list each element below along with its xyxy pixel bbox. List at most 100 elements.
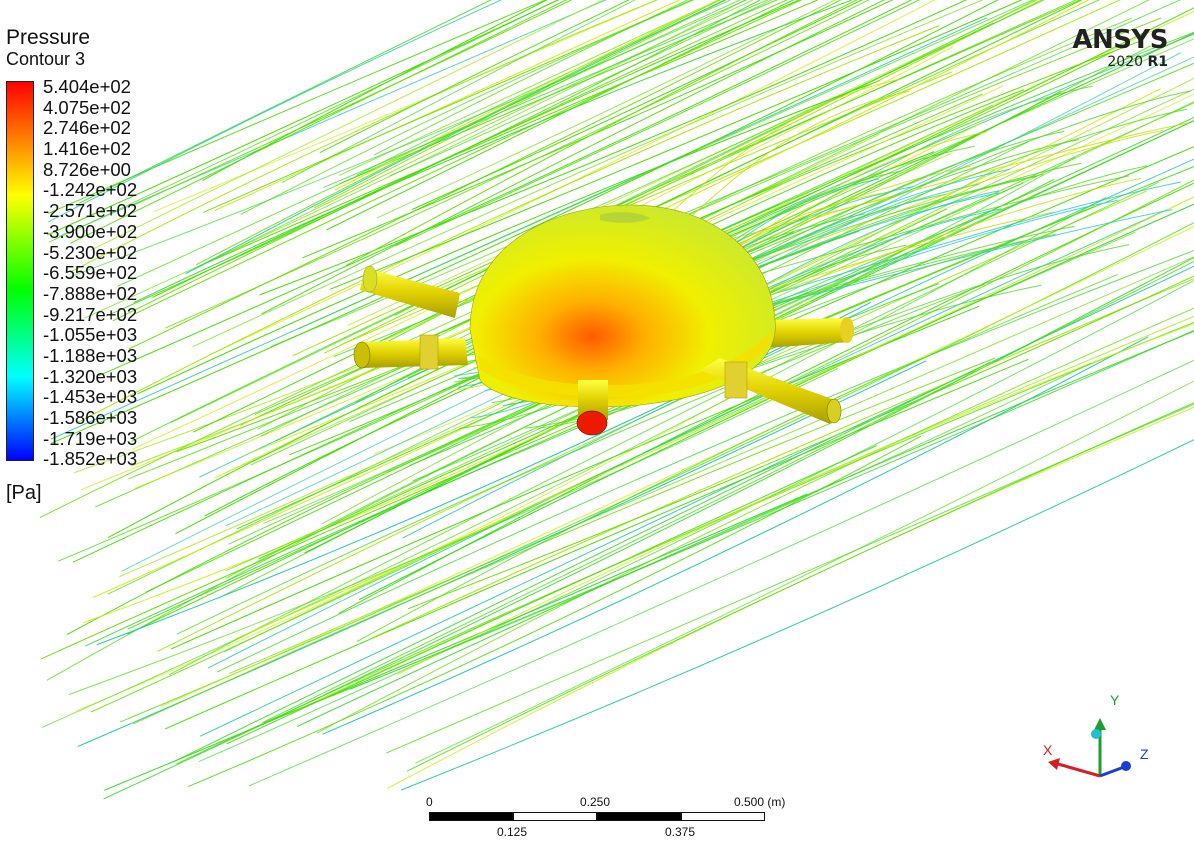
streamline <box>208 0 819 263</box>
streamline <box>304 120 1194 554</box>
colorbar-tick-label: -6.559e+02 <box>43 262 138 284</box>
colorbar-tick-label: -7.888e+02 <box>43 282 138 304</box>
streamline <box>176 321 1194 765</box>
x-axis-arrow <box>1057 762 1101 778</box>
streamline <box>386 403 1194 754</box>
scale-bar: 0 0.250 0.500 (m) 0.125 0.375 <box>400 792 800 842</box>
streamline <box>207 209 1168 669</box>
streamline <box>131 0 573 207</box>
streamline <box>345 0 858 267</box>
streamline <box>395 0 921 247</box>
pipe-back-left <box>360 265 460 318</box>
legend-subtitle: Contour 3 <box>6 49 86 69</box>
scale-label-0250: 0.250 <box>580 795 611 809</box>
streamline <box>356 273 1118 642</box>
streamline <box>356 0 732 176</box>
streamline <box>133 0 852 304</box>
streamline <box>259 0 968 296</box>
colorbar-tick-label: -1.188e+03 <box>43 344 138 366</box>
streamline <box>376 0 836 219</box>
streamline <box>350 329 1194 690</box>
streamline <box>40 206 1095 660</box>
streamline <box>319 0 630 154</box>
colorbar-tick-label: 1.416e+02 <box>43 138 131 160</box>
streamline <box>347 0 1039 326</box>
streamline <box>324 0 1043 354</box>
streamline <box>47 0 503 223</box>
colorbar-tick-labels: 5.404e+02 4.075e+02 2.746e+02 1.416e+02 8.72… <box>43 76 173 470</box>
streamline <box>262 260 1194 724</box>
colorbar-tick-label: -1.320e+03 <box>43 365 138 387</box>
streamline <box>358 203 1194 601</box>
streamline <box>105 0 762 317</box>
streamline <box>164 358 1029 730</box>
streamline <box>112 0 788 322</box>
streamline <box>68 367 839 695</box>
scale-segment <box>513 812 597 821</box>
streamline <box>132 357 996 725</box>
streamline <box>98 0 913 377</box>
streamline <box>176 283 985 635</box>
colorbar-tick-label: -9.217e+02 <box>43 303 138 325</box>
colorbar-tick-label: -1.453e+03 <box>43 386 138 408</box>
streamline <box>338 182 1194 614</box>
streamline <box>316 307 1194 734</box>
scale-label-0375: 0.375 <box>665 825 696 839</box>
pipe-front-right <box>700 358 842 424</box>
streamline <box>75 25 940 424</box>
streamline <box>41 196 1107 728</box>
streamline <box>400 439 1194 791</box>
streamline <box>137 79 881 395</box>
streamline <box>203 0 694 213</box>
colorbar-tick-label: -5.230e+02 <box>43 241 138 263</box>
scale-label-0500: 0.500 (m) <box>734 795 786 809</box>
axis-triad: Y X Z <box>1030 690 1160 790</box>
streamline <box>75 394 735 712</box>
streamline <box>164 0 870 329</box>
streamline <box>329 0 1023 290</box>
streamline <box>153 0 658 213</box>
scale-segment <box>429 812 513 821</box>
streamline <box>47 0 560 236</box>
streamline <box>192 0 984 348</box>
streamline <box>275 31 1194 442</box>
streamline <box>389 0 773 177</box>
pipe-front-center <box>576 380 608 436</box>
streamline <box>334 0 720 191</box>
streamline <box>339 0 777 185</box>
scale-label-0125: 0.125 <box>497 825 528 839</box>
streamline <box>48 0 559 243</box>
streamline <box>58 0 607 237</box>
colorbar-tick-label: -3.900e+02 <box>43 220 138 242</box>
streamline <box>152 0 801 298</box>
streamline <box>185 0 726 275</box>
streamline <box>411 0 863 210</box>
scale-segment <box>597 812 681 821</box>
streamline <box>51 0 999 444</box>
dome-rim <box>478 330 772 397</box>
dome-cutout <box>600 212 650 223</box>
streamline <box>68 0 748 279</box>
streamline <box>199 265 1194 737</box>
colorbar-tick-label: 5.404e+02 <box>43 76 131 97</box>
scale-segment <box>681 812 765 821</box>
colorbar-tick-label: -1.055e+03 <box>43 324 138 346</box>
streamline <box>407 275 1194 610</box>
dome <box>469 204 776 408</box>
streamline <box>117 0 742 287</box>
colorbar-tick-label: -1.852e+03 <box>43 448 138 470</box>
z-axis-arrow <box>1099 765 1125 778</box>
colorbar-tick-label: -2.571e+02 <box>43 200 138 222</box>
streamline <box>223 231 1136 653</box>
y-axis-label: Y <box>1110 692 1120 708</box>
streamline <box>103 493 808 791</box>
legend-title: Pressure <box>6 26 91 49</box>
z-axis-label: Z <box>1140 746 1149 762</box>
streamline <box>323 0 768 188</box>
streamline <box>229 256 1194 674</box>
streamline <box>258 146 1194 560</box>
streamline <box>373 0 689 156</box>
streamline <box>326 0 795 231</box>
